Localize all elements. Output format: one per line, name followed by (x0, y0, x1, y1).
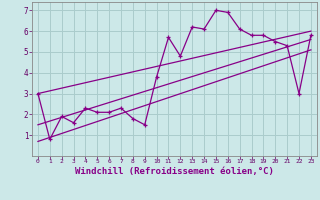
X-axis label: Windchill (Refroidissement éolien,°C): Windchill (Refroidissement éolien,°C) (75, 167, 274, 176)
